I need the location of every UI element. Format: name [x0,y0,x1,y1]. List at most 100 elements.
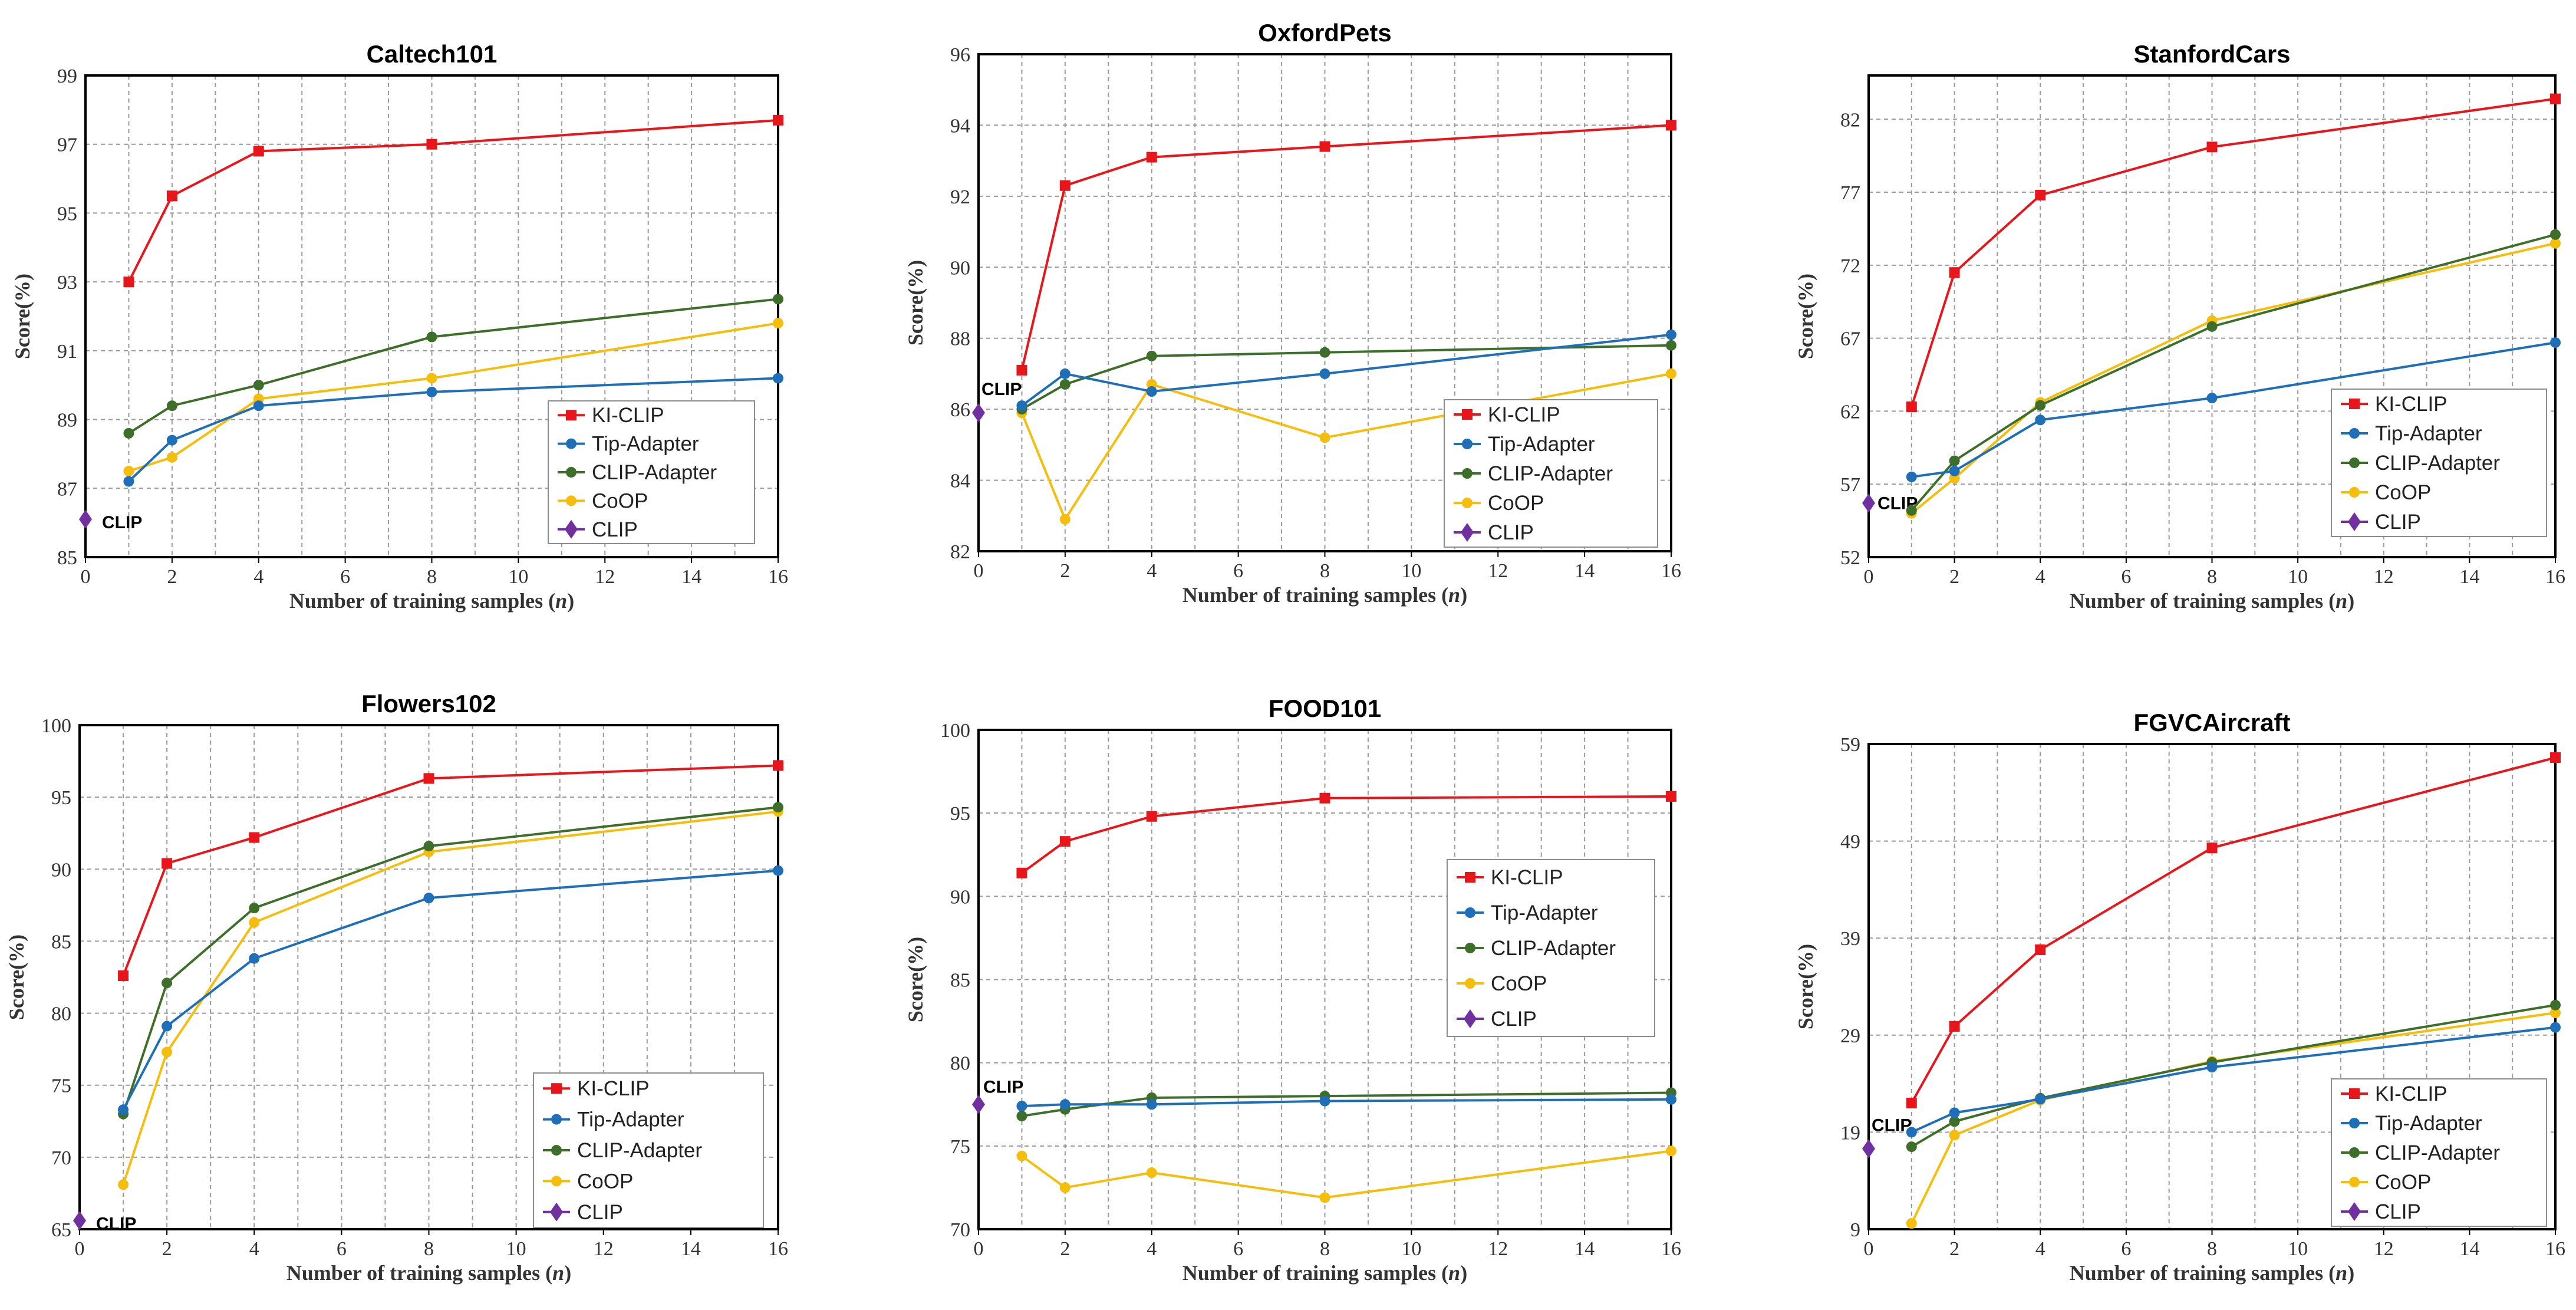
ki-clip-point [773,760,783,771]
legend-item-tip-adapter: Tip-Adapter [2341,1112,2482,1135]
y-tick-label: 100 [41,715,71,737]
legend: KI-CLIP Tip-Adapter CLIP-Adapter CoOP CLIP [548,400,755,544]
x-tick-label: 12 [2374,566,2394,588]
coop-point [1319,1192,1330,1203]
clip-point [972,1095,985,1114]
legend-swatch-marker [566,410,577,421]
x-tick-label: 4 [1147,1238,1157,1260]
ki-clip-point [1016,867,1027,878]
coop-point [773,318,783,329]
ki-clip-point [1059,180,1070,191]
legend-item-coop: CoOP [1457,972,1547,995]
tip-adapter-point [2035,414,2046,426]
legend: KI-CLIP Tip-Adapter CLIP-Adapter CoOP CLIP [1447,859,1655,1037]
series-coop [123,318,783,477]
legend-label: CLIP-Adapter [592,461,717,484]
ki-clip-point [123,277,134,288]
x-tick-label: 8 [1320,1238,1330,1260]
legend-label: CLIP-Adapter [577,1139,702,1162]
series-clip-adapter [1906,229,2561,516]
x-tick-label: 6 [1233,560,1243,582]
y-tick-label: 29 [1840,1025,1860,1047]
legend-label: CoOP [592,489,648,512]
legend-label: Tip-Adapter [577,1108,684,1131]
y-tick-label: 90 [950,257,970,279]
ki-clip-point [1949,267,1960,278]
legend-label: CLIP [1488,521,1534,544]
y-tick-label: 82 [950,541,970,563]
y-tick-label: 95 [950,803,970,825]
ki-clip-point [162,858,173,869]
tip-adapter-point [1016,1101,1027,1112]
legend-label: CLIP [2375,1200,2421,1223]
ki-clip-point [1906,401,1917,412]
x-axis-label-suffix: ) [2347,1261,2354,1285]
x-tick-label: 16 [2545,1238,2565,1260]
y-tick-label: 39 [1840,928,1860,950]
y-axis-label: Score(%) [904,937,927,1022]
legend-label: CLIP [2375,511,2421,534]
coop-point [1666,368,1676,379]
legend-swatch-marker [2349,399,2360,409]
clip-adapter-point [1016,1111,1027,1122]
x-tick-label: 14 [1574,1238,1595,1260]
x-axis-label-prefix: Number of training samples ( [1182,583,1448,607]
x-tick-label: 4 [2035,566,2045,588]
x-tick-label: 8 [424,1238,434,1260]
x-tick-label: 0 [1864,1238,1874,1260]
y-tick-label: 62 [1840,401,1860,423]
series-tip-adapter [1906,1022,2561,1138]
clip-adapter-line [122,806,779,1115]
legend-item-clip: CLIP [558,518,638,541]
x-tick-label: 10 [506,1238,526,1260]
coop-point [1949,1130,1960,1141]
tip-adapter-point [2206,393,2218,404]
clip-adapter-point [426,331,437,343]
y-tick-label: 70 [950,1219,970,1241]
x-axis-label-prefix: Number of training samples ( [289,589,555,613]
tip-adapter-point [166,435,177,446]
chart-title: FOOD101 [1269,695,1381,722]
y-tick-label: 96 [950,44,970,66]
y-tick-label: 93 [57,272,77,294]
x-tick-label: 6 [2121,566,2131,588]
y-tick-label: 80 [51,1003,71,1025]
tip-adapter-point [162,1021,173,1032]
y-tick-label: 57 [1840,474,1860,496]
x-tick-label: 16 [2545,566,2565,588]
tip-adapter-point [123,476,134,487]
clip-adapter-point [1949,1116,1960,1127]
clip-adapter-point [123,427,134,439]
legend-item-tip-adapter: Tip-Adapter [1454,433,1595,456]
ki-clip-point [2206,141,2218,153]
clip-point [1862,493,1875,513]
x-tick-label: 10 [2288,1238,2308,1260]
tip-adapter-point [1906,1127,1917,1138]
legend-swatch-marker [2349,1147,2360,1158]
chart-oxfordpets: 0 2 4 6 8 10 12 14 16 82 84 86 88 90 92 94 96 OxfordPets N… [904,19,1681,607]
legend-swatch-marker [566,467,577,478]
ki-clip-point [166,190,177,202]
legend-swatch-marker [551,1114,562,1125]
series-clip-adapter [123,294,783,439]
legend-item-coop: CoOP [2341,1171,2431,1194]
y-tick-label: 92 [950,186,970,208]
legend-swatch-marker [565,519,578,539]
series-tip-adapter [123,373,783,487]
x-axis-label-suffix: ) [2347,589,2354,613]
clip-point [1862,1139,1875,1158]
y-tick-label: 19 [1840,1122,1860,1144]
ki-clip-line [1020,124,1672,371]
legend-item-clip: CLIP [1457,1008,1537,1031]
x-tick-label: 6 [337,1238,347,1260]
y-axis-label: Score(%) [1794,274,1817,359]
legend: KI-CLIP Tip-Adapter CLIP-Adapter CoOP CLIP [533,1072,764,1228]
legend-item-clip: CLIP [1454,521,1534,544]
y-tick-label: 75 [950,1136,970,1158]
legend-label: KI-CLIP [2375,393,2447,416]
legend-label: Tip-Adapter [1488,433,1595,456]
legend-label: KI-CLIP [577,1077,650,1100]
tip-adapter-point [2550,337,2561,348]
series-clip: CLIP [972,380,1022,423]
x-tick-label: 14 [681,1238,701,1260]
